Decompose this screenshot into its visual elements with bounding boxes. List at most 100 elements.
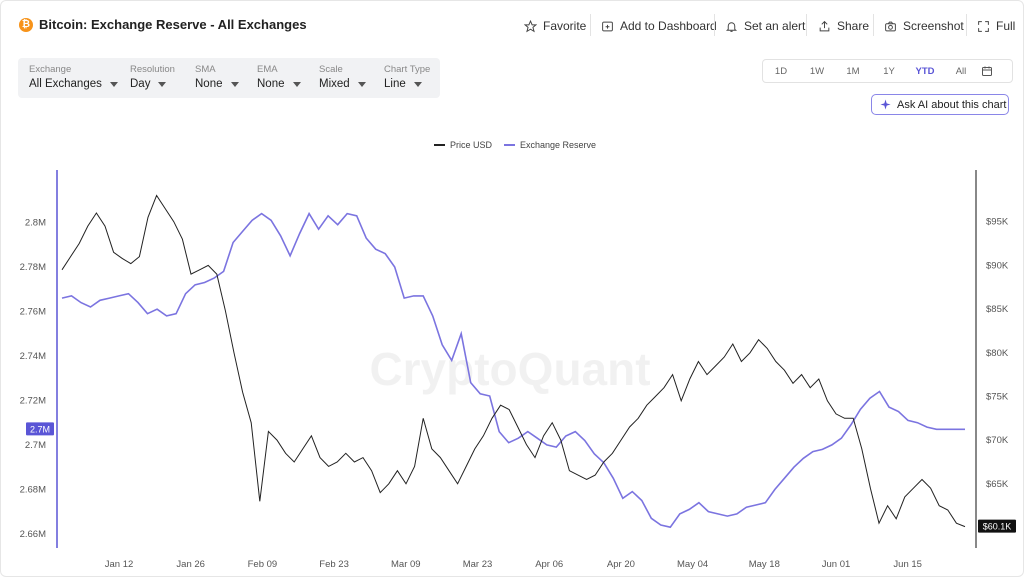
legend-label-reserve: Exchange Reserve	[520, 140, 597, 150]
range-1d[interactable]: 1D	[774, 65, 788, 77]
favorite-button[interactable]: Favorite	[524, 16, 586, 36]
divider	[590, 14, 591, 36]
sma-select[interactable]: SMA None	[195, 64, 239, 90]
range-1y[interactable]: 1Y	[883, 65, 895, 77]
sma-select-label: SMA	[195, 64, 216, 75]
screenshot-button[interactable]: Screenshot	[884, 16, 964, 36]
x-tick-label: Jan 12	[105, 559, 134, 570]
legend-swatch-price	[434, 144, 445, 146]
resolution-select[interactable]: Resolution Day	[130, 64, 175, 90]
exchange-select-value: All Exchanges	[29, 78, 102, 90]
range-1w[interactable]: 1W	[809, 65, 825, 77]
screenshot-label: Screenshot	[903, 19, 964, 33]
calendar-icon[interactable]	[981, 65, 993, 77]
sma-select-value: None	[195, 78, 223, 90]
x-tick-label: Jan 26	[176, 559, 205, 570]
x-tick-label: Apr 06	[535, 559, 563, 570]
right-y-tick-label: $75K	[986, 391, 1009, 402]
caret-down-icon	[109, 81, 118, 87]
time-range-selector: 1D 1W 1M 1Y YTD All	[762, 59, 1013, 83]
range-ytd[interactable]: YTD	[915, 65, 935, 77]
ema-select-value: None	[257, 78, 285, 90]
left-y-tick-label: 2.72M	[20, 395, 46, 406]
x-axis: Jan 12 Jan 26 Feb 09 Feb 23 Mar 09 Mar 23 Apr …	[105, 559, 922, 570]
x-tick-label: Jun 01	[822, 559, 851, 570]
left-y-tick-label: 2.66M	[20, 529, 46, 540]
caret-down-icon	[357, 81, 366, 87]
range-1m[interactable]: 1M	[846, 65, 860, 77]
x-tick-label: Jun 15	[893, 559, 922, 570]
x-tick-label: Feb 09	[248, 559, 278, 570]
ask-ai-button[interactable]: Ask AI about this chart	[871, 94, 1009, 115]
x-tick-label: Mar 23	[463, 559, 493, 570]
caret-down-icon	[292, 81, 301, 87]
left-y-tick-label: 2.74M	[20, 351, 46, 362]
chart-type-select[interactable]: Chart Type Line	[384, 64, 430, 90]
camera-icon	[885, 21, 896, 31]
sparkle-icon	[880, 99, 891, 110]
left-y-axis: 2.8M 2.78M 2.76M 2.74M 2.72M 2.7M 2.68M 2.66M	[20, 217, 46, 539]
page-title: Bitcoin: Exchange Reserve - All Exchange…	[39, 17, 307, 32]
scale-select[interactable]: Scale Mixed	[319, 64, 366, 90]
ask-ai-label: Ask AI about this chart	[897, 98, 1007, 111]
divider	[966, 14, 967, 36]
divider	[873, 14, 874, 36]
scale-select-label: Scale	[319, 64, 343, 75]
current-price-tag: $60.1K	[978, 519, 1016, 533]
ema-select[interactable]: EMA None	[257, 64, 301, 90]
svg-text:$60.1K: $60.1K	[983, 522, 1012, 532]
dashboard-add-icon	[602, 21, 613, 31]
right-y-tick-label: $95K	[986, 217, 1009, 228]
right-y-axis: $95K $90K $85K $80K $75K $70K $65K	[986, 217, 1009, 490]
scale-select-value: Mixed	[319, 78, 350, 90]
caret-down-icon	[413, 81, 422, 87]
svg-text:2.7M: 2.7M	[30, 424, 50, 434]
chart-type-select-label: Chart Type	[384, 64, 431, 75]
x-tick-label: May 04	[677, 559, 708, 570]
exchange-select-label: Exchange	[29, 64, 72, 75]
left-y-tick-label: 2.68M	[20, 484, 46, 495]
share-button[interactable]: Share	[818, 16, 869, 36]
bitcoin-icon: ₿	[19, 18, 33, 32]
x-tick-label: Feb 23	[319, 559, 349, 570]
share-label: Share	[837, 19, 870, 33]
series-exchange-reserve-line[interactable]	[61, 211, 965, 529]
right-y-tick-label: $70K	[986, 435, 1009, 446]
legend-label-price: Price USD	[450, 140, 493, 150]
set-alert-label: Set an alert	[744, 19, 806, 33]
favorite-label: Favorite	[543, 19, 587, 33]
fullscreen-label: Full	[996, 19, 1016, 33]
legend-item-price[interactable]: Price USD	[434, 140, 492, 150]
chart-settings-bar: Exchange All Exchanges Resolution Day SM…	[18, 58, 440, 98]
fullscreen-icon	[978, 20, 989, 32]
x-tick-label: Mar 09	[391, 559, 421, 570]
chart-header: ₿ Bitcoin: Exchange Reserve - All Exchan…	[0, 0, 1024, 50]
caret-down-icon	[230, 81, 239, 87]
caret-down-icon	[158, 81, 167, 87]
star-icon	[524, 19, 537, 32]
set-alert-button[interactable]: Set an alert	[725, 16, 805, 36]
resolution-select-value: Day	[130, 78, 151, 90]
exchange-select[interactable]: Exchange All Exchanges	[29, 64, 118, 90]
legend-item-reserve[interactable]: Exchange Reserve	[504, 140, 596, 150]
share-icon	[819, 20, 830, 31]
right-y-tick-label: $65K	[986, 479, 1009, 490]
divider	[806, 14, 807, 36]
left-y-tick-label: 2.8M	[25, 217, 46, 228]
left-y-tick-label: 2.76M	[20, 306, 46, 317]
x-tick-label: May 18	[749, 559, 780, 570]
legend-swatch-reserve	[504, 144, 516, 146]
current-reserve-tag: 2.7M	[26, 422, 54, 436]
resolution-select-label: Resolution	[130, 64, 175, 75]
x-tick-label: Apr 20	[607, 559, 635, 570]
left-y-tick-label: 2.7M	[25, 440, 46, 451]
watermark: CryptoQuant	[369, 343, 650, 395]
chart-area[interactable]: CryptoQuant Jan 12 Jan 26 Feb 09 Feb 23 Mar …	[0, 160, 1024, 577]
fullscreen-button[interactable]: Full	[977, 16, 1015, 36]
add-to-dashboard-button[interactable]: Add to Dashboard	[601, 16, 717, 36]
chart-legend: Price USD Exchange Reserve	[434, 140, 596, 150]
series-price-usd-line[interactable]	[61, 194, 966, 528]
add-to-dashboard-label: Add to Dashboard	[620, 19, 717, 33]
right-y-tick-label: $85K	[986, 304, 1009, 315]
range-all[interactable]: All	[955, 65, 967, 77]
